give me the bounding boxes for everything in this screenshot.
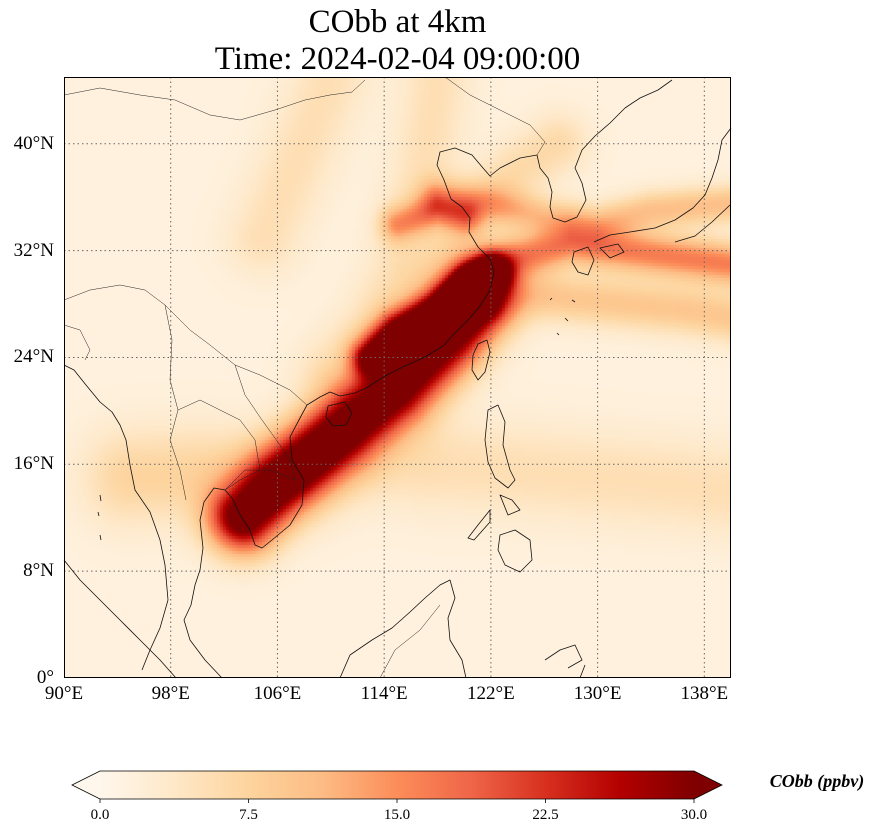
colorbar-tick-label: 22.5 xyxy=(532,807,559,823)
map-plot-area[interactable] xyxy=(64,77,731,678)
lat-tick-label: 8°N xyxy=(23,560,54,582)
colorbar-extend-max xyxy=(694,771,722,799)
colorbar-gradient xyxy=(100,771,694,799)
colorbar-outline xyxy=(71,770,723,800)
lon-tick-label: 130°E xyxy=(573,683,622,704)
lon-tick-label: 106°E xyxy=(253,683,302,704)
colorbar-label: CObb (ppbv) xyxy=(769,771,865,791)
lat-tick-label: 40°N xyxy=(13,132,54,154)
lat-tick-label: 24°N xyxy=(13,346,54,368)
lat-tick-label: 0° xyxy=(36,667,54,688)
title-line1: CObb at 4km xyxy=(308,4,487,40)
lat-tick-label: 32°N xyxy=(13,239,54,261)
lon-tick-label: 98°E xyxy=(151,683,190,704)
lat-tick-label: 16°N xyxy=(13,453,54,475)
colorbar-extend-min xyxy=(72,771,100,799)
lon-tick-label: 138°E xyxy=(680,683,729,704)
colorbar-tick-label: 0.0 xyxy=(90,807,110,823)
colorbar-tick-label: 15.0 xyxy=(383,807,411,823)
cobb-concentration-field xyxy=(64,77,731,678)
title-line2: Time: 2024-02-04 09:00:00 xyxy=(214,41,581,77)
colorbar-tick-label: 7.5 xyxy=(239,807,258,823)
lon-tick-label: 114°E xyxy=(360,683,408,704)
lon-tick-label: 90°E xyxy=(44,683,84,704)
colorbar-tick-label: 30.0 xyxy=(680,807,708,823)
lon-tick-label: 122°E xyxy=(467,683,515,704)
